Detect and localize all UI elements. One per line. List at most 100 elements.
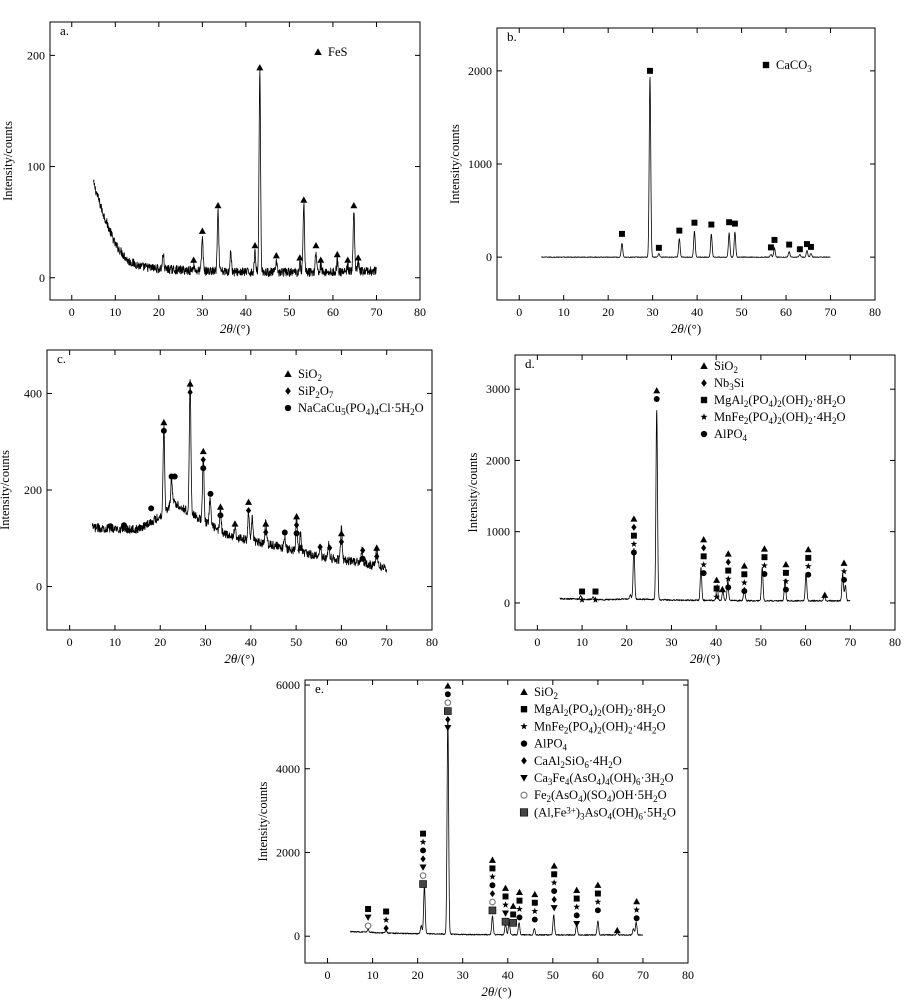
legend-symbol-square [700,396,708,404]
peak-marker-tri-down [502,910,510,917]
peak-marker-triangle [296,254,304,261]
peak-marker-square [741,571,748,578]
peak-marker-square [708,221,715,228]
legend-symbol-triangle [700,362,708,369]
peak-marker-circle [551,888,558,895]
y-tick-label: 2000 [276,845,300,859]
peak-marker-square [594,890,601,897]
peak-marker-circle [700,570,707,577]
legend-symbol-star [700,413,708,421]
peak-marker-tri-down [419,864,427,871]
peak-marker-square [551,871,558,878]
peak-marker-circle [281,529,288,536]
peak-marker-tri-down [444,725,452,732]
xrd-pattern-line [349,717,644,936]
peak-marker-diamond [187,388,193,396]
peak-marker-triangle [740,562,748,569]
legend-symbol-circle [284,404,292,412]
legend-label: FeS [328,45,348,59]
peak-marker-triangle [633,897,641,905]
x-tick-label: 70 [825,305,837,319]
legend-symbol-diamond [701,379,707,387]
peak-marker-square [365,906,372,912]
legend-label: Nb3Si [714,376,745,392]
peak-marker-circle [761,571,768,577]
peak-marker-star [594,898,602,905]
peak-marker-star [592,596,599,603]
x-tick-label: 30 [457,968,469,982]
x-tick-label: 80 [414,305,426,319]
peak-marker-diamond [360,546,366,554]
xrd-pattern-line [541,76,831,258]
peak-marker-triangle [821,591,829,598]
peak-marker-diamond [725,558,731,566]
x-tick-label: 40 [240,305,252,319]
peak-marker-square [647,67,653,74]
legend-symbol-gray-square [519,808,529,817]
chart-c: 0 10 20 30 40 50 60 70 80 0 200 400 2θ/(°) Intensity/… [0,349,438,666]
peak-marker-triangle [350,201,358,209]
peak-marker-triangle [782,560,790,568]
peak-marker-triangle [653,387,661,394]
peak-marker-square [383,908,390,915]
peak-marker-triangle [550,862,558,869]
chart-e: 0 10 20 30 40 50 60 70 80 0 2000 4000 6000 2θ/(°) Inte… [256,678,694,999]
peak-marker-diamond [701,544,707,552]
x-tick-label: 70 [844,635,856,649]
peak-marker-star [840,567,848,575]
peak-marker-circle [653,396,660,402]
x-tick-label: 70 [637,968,649,982]
peak-marker-triangle [713,576,721,583]
x-tick-label: 0 [69,305,75,319]
legend-label: SiO2 [534,685,558,701]
peak-marker-gray-square [501,917,510,926]
x-axis-label: 2θ/(°) [671,321,701,336]
peak-marker-triangle [272,252,280,259]
x-tick-label: 50 [283,305,295,319]
x-tick-label: 30 [647,305,659,319]
y-axis-label: Intensity/counts [1,121,15,201]
x-tick-label: 20 [153,305,165,319]
peak-marker-square [700,553,707,560]
peak-marker-circle [107,523,114,530]
legend-symbol-triangle [314,48,322,55]
peak-marker-square [725,567,732,574]
x-tick-label: 50 [290,635,302,649]
peak-marker-gray-square [444,707,452,715]
peak-marker-triangle [337,529,345,537]
peak-marker-star [630,540,638,547]
peak-marker-triangle [840,559,848,566]
peak-marker-diamond [445,715,451,723]
y-tick-label: 0 [294,929,300,943]
peak-marker-triangle [300,196,308,203]
x-tick-label: 0 [67,635,73,649]
peak-marker-gray-square [419,880,427,888]
peak-marker-square [782,569,789,576]
plot-frame [49,21,421,301]
peak-marker-tri-down [550,905,558,912]
x-tick-label: 10 [558,305,570,319]
y-axis-label: Intensity/counts [448,124,462,204]
panel-label: b. [507,29,517,44]
y-tick-label: 2000 [468,64,492,78]
peak-marker-star [633,906,640,913]
y-tick-label: 200 [24,483,42,497]
legend-label: AlPO4 [534,737,567,753]
legend-label: CaCO3 [776,58,812,74]
x-tick-label: 20 [154,635,166,649]
peak-marker-circle [805,571,812,578]
y-axis-label: Intensity/counts [466,452,480,532]
chart-d: 0 10 20 30 40 50 60 70 80 0 1000 2000 3000 2θ/(°) Inte… [466,354,901,666]
legend-label: NaCaCu5(PO4)4Cl·5H2O [298,401,424,417]
peak-marker-triangle [724,550,732,557]
peak-marker-square [592,588,599,595]
peak-marker-gray-square [488,906,497,915]
peak-marker-diamond [327,544,333,552]
x-tick-label: 60 [592,968,604,982]
xrd-pattern-line [559,409,851,602]
legend-label: Ca3Fe4(AsO4)4(OH)6·3H2O [534,771,674,787]
peak-marker-triangle [199,447,207,455]
legend-label: MgAl2(PO4)2(OH)2·8H2O [714,393,846,409]
peak-marker-star [489,873,496,880]
x-axis-label: 2θ/(°) [224,651,254,666]
